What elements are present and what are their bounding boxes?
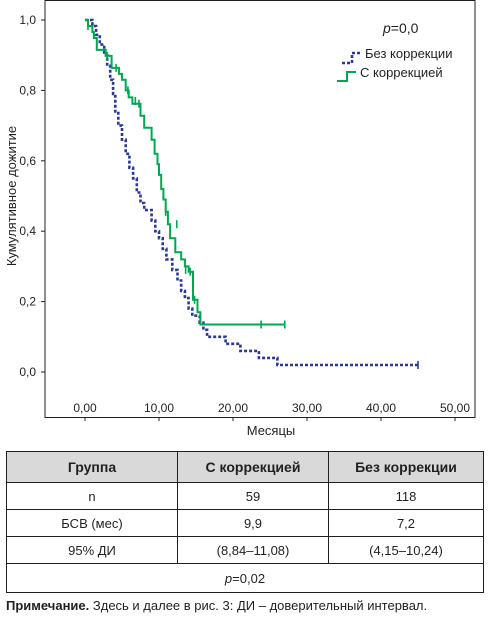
cell-with: (8,84–11,08) xyxy=(177,536,329,564)
table-row: БСВ (мес) 9,9 7,2 xyxy=(6,509,484,537)
x-tick-label: 0,00 xyxy=(73,401,97,415)
y-tick-label: 0,2 xyxy=(19,295,36,309)
row-label: n xyxy=(6,482,178,510)
x-axis-label: Месяцы xyxy=(247,423,296,438)
footnote: Примечание. Здесь и далее в рис. 3: ДИ –… xyxy=(6,598,427,613)
p-value-cell: p=0,02 xyxy=(6,563,484,593)
p-value: =0,02 xyxy=(232,570,266,586)
km-survival-chart: 0,00 10,00 20,00 30,00 40,00 50,00 0,0 0,2 0,4 0,… xyxy=(4,0,476,438)
col-header-with: С коррекцией xyxy=(177,451,329,483)
summary-table: Группа С коррекцией Без коррекции n 59 1… xyxy=(6,451,484,593)
footnote-text: Здесь и далее в рис. 3: ДИ – доверительн… xyxy=(89,598,428,613)
row-label: БСВ (мес) xyxy=(6,509,178,537)
cell-with: 9,9 xyxy=(177,509,329,537)
row-label: 95% ДИ xyxy=(6,536,178,564)
table-p-row: p=0,02 xyxy=(6,563,484,593)
p-annotation: p=0,0 xyxy=(382,20,419,36)
legend-swatch-without xyxy=(342,51,361,65)
col-header-group: Группа xyxy=(6,451,178,483)
series-line-1 xyxy=(85,19,285,326)
p-prefix: p xyxy=(224,570,233,586)
x-tick-label: 20,00 xyxy=(218,401,248,415)
table-row: n 59 118 xyxy=(6,482,484,510)
axes: 0,00 10,00 20,00 30,00 40,00 50,00 0,0 0,2 0,4 0,… xyxy=(19,13,470,421)
footnote-label: Примечание. xyxy=(6,598,90,613)
table-header-row: Группа С коррекцией Без коррекции xyxy=(6,451,484,483)
x-tick-label: 30,00 xyxy=(292,401,322,415)
y-tick-label: 0,0 xyxy=(19,365,36,379)
legend-label-with: С коррекцией xyxy=(360,65,443,80)
x-tick-label: 40,00 xyxy=(366,401,396,415)
plot-frame xyxy=(44,0,476,418)
series-line-0 xyxy=(85,18,418,367)
y-tick-label: 1,0 xyxy=(19,13,36,27)
x-tick-label: 50,00 xyxy=(440,401,470,415)
legend: Без коррекции С коррекцией xyxy=(337,46,452,82)
col-header-without: Без коррекции xyxy=(328,451,484,483)
table-row: 95% ДИ (8,84–11,08) (4,15–10,24) xyxy=(6,536,484,564)
cell-without: 118 xyxy=(328,482,484,510)
legend-swatch-with xyxy=(337,71,356,82)
y-tick-label: 0,6 xyxy=(19,154,36,168)
y-axis-label: Кумулятивное дожитие xyxy=(4,126,19,266)
series-group xyxy=(85,18,419,369)
legend-label-without: Без коррекции xyxy=(365,46,452,61)
y-tick-label: 0,4 xyxy=(19,224,36,238)
cell-with: 59 xyxy=(177,482,329,510)
y-tick-label: 0,8 xyxy=(19,83,36,97)
cell-without: (4,15–10,24) xyxy=(328,536,484,564)
x-tick-label: 10,00 xyxy=(144,401,174,415)
cell-without: 7,2 xyxy=(328,509,484,537)
